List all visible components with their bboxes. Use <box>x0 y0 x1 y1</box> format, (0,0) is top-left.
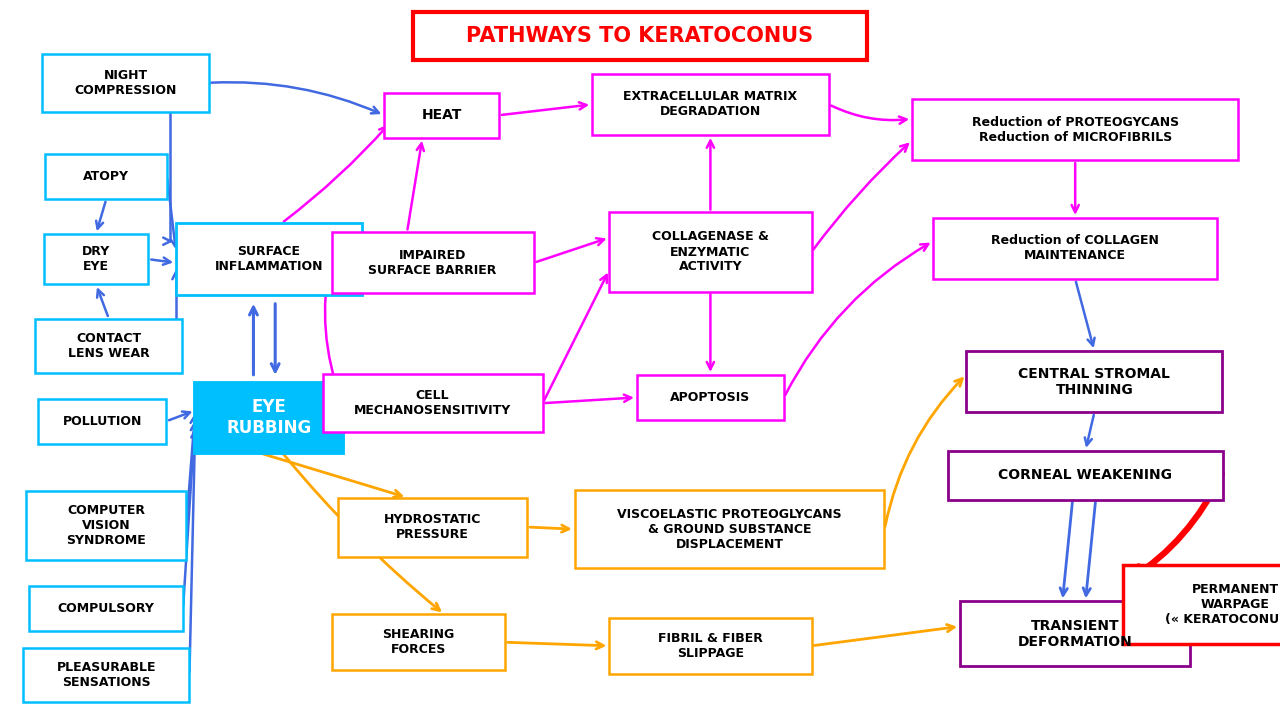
Text: TRANSIENT
DEFORMATION: TRANSIENT DEFORMATION <box>1018 618 1133 649</box>
Text: CONTACT
LENS WEAR: CONTACT LENS WEAR <box>68 332 150 359</box>
FancyBboxPatch shape <box>332 232 534 294</box>
FancyBboxPatch shape <box>609 212 812 292</box>
FancyBboxPatch shape <box>933 217 1217 279</box>
Text: EXTRACELLULAR MATRIX
DEGRADATION: EXTRACELLULAR MATRIX DEGRADATION <box>623 91 797 118</box>
FancyBboxPatch shape <box>46 154 168 199</box>
FancyBboxPatch shape <box>195 383 343 452</box>
Text: HYDROSTATIC
PRESSURE: HYDROSTATIC PRESSURE <box>384 513 481 541</box>
FancyBboxPatch shape <box>960 601 1190 666</box>
Text: VISCOELASTIC PROTEOGLYCANS
& GROUND SUBSTANCE
DISPLACEMENT: VISCOELASTIC PROTEOGLYCANS & GROUND SUBS… <box>617 508 842 551</box>
FancyBboxPatch shape <box>384 93 499 138</box>
FancyBboxPatch shape <box>42 54 209 112</box>
FancyBboxPatch shape <box>44 234 148 284</box>
Text: Reduction of PROTEOGYCANS
Reduction of MICROFIBRILS: Reduction of PROTEOGYCANS Reduction of M… <box>972 116 1179 143</box>
FancyBboxPatch shape <box>575 490 884 568</box>
FancyBboxPatch shape <box>966 351 1222 412</box>
FancyBboxPatch shape <box>38 399 166 444</box>
FancyBboxPatch shape <box>591 74 829 135</box>
FancyBboxPatch shape <box>338 498 527 557</box>
FancyBboxPatch shape <box>911 99 1238 161</box>
Text: SURFACE
INFLAMMATION: SURFACE INFLAMMATION <box>215 246 323 273</box>
Text: CELL
MECHANOSENSITIVITY: CELL MECHANOSENSITIVITY <box>355 390 511 417</box>
Text: FIBRIL & FIBER
SLIPPAGE: FIBRIL & FIBER SLIPPAGE <box>658 632 763 660</box>
Text: COLLAGENASE &
ENZYMATIC
ACTIVITY: COLLAGENASE & ENZYMATIC ACTIVITY <box>652 230 769 274</box>
FancyBboxPatch shape <box>412 12 868 60</box>
Text: NIGHT
COMPRESSION: NIGHT COMPRESSION <box>74 69 177 96</box>
Text: IMPAIRED
SURFACE BARRIER: IMPAIRED SURFACE BARRIER <box>369 249 497 276</box>
FancyBboxPatch shape <box>36 318 183 373</box>
Text: EYE
RUBBING: EYE RUBBING <box>227 398 311 437</box>
Text: SHEARING
FORCES: SHEARING FORCES <box>383 629 454 656</box>
Text: CORNEAL WEAKENING: CORNEAL WEAKENING <box>998 468 1172 482</box>
FancyBboxPatch shape <box>177 223 361 295</box>
Text: HEAT: HEAT <box>421 108 462 122</box>
FancyBboxPatch shape <box>23 648 189 701</box>
Text: PATHWAYS TO KERATOCONUS: PATHWAYS TO KERATOCONUS <box>466 26 814 46</box>
FancyBboxPatch shape <box>29 586 183 631</box>
Text: POLLUTION: POLLUTION <box>63 415 142 428</box>
Text: CENTRAL STROMAL
THINNING: CENTRAL STROMAL THINNING <box>1019 366 1170 397</box>
Text: APOPTOSIS: APOPTOSIS <box>671 391 750 404</box>
Text: ATOPY: ATOPY <box>83 170 129 183</box>
FancyBboxPatch shape <box>947 451 1224 500</box>
FancyBboxPatch shape <box>333 614 506 670</box>
Text: DRY
EYE: DRY EYE <box>82 246 110 273</box>
Text: COMPULSORY: COMPULSORY <box>58 602 155 615</box>
FancyBboxPatch shape <box>27 491 187 560</box>
FancyBboxPatch shape <box>1124 565 1280 644</box>
FancyBboxPatch shape <box>637 374 783 420</box>
Text: COMPUTER
VISION
SYNDROME: COMPUTER VISION SYNDROME <box>67 504 146 547</box>
Text: PLEASURABLE
SENSATIONS: PLEASURABLE SENSATIONS <box>56 661 156 688</box>
Text: PERMANENT
WARPAGE
(« KERATOCONUS »): PERMANENT WARPAGE (« KERATOCONUS ») <box>1165 583 1280 626</box>
FancyBboxPatch shape <box>323 374 543 432</box>
FancyBboxPatch shape <box>609 618 812 674</box>
Text: Reduction of COLLAGEN
MAINTENANCE: Reduction of COLLAGEN MAINTENANCE <box>991 235 1160 262</box>
